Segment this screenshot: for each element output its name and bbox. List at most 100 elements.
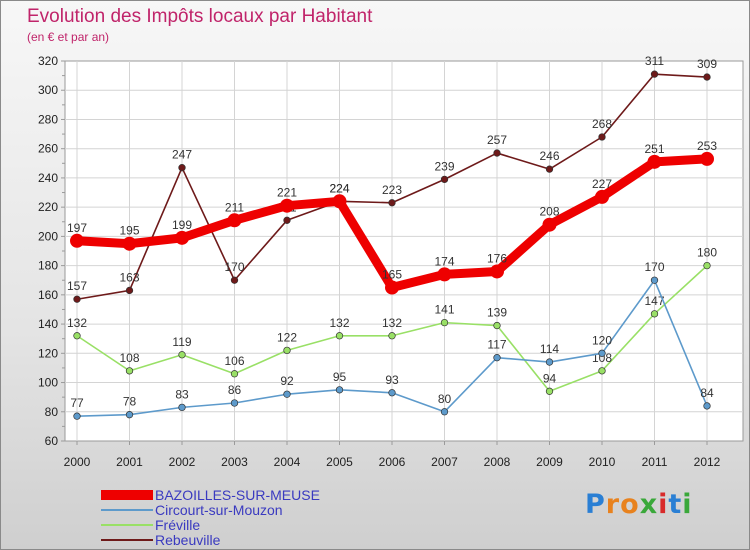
y-tick-label: 160 <box>38 288 58 302</box>
data-label: 174 <box>434 254 454 268</box>
data-point <box>650 310 659 318</box>
y-tick-label: 100 <box>38 376 58 390</box>
legend-item: Rebeuville <box>101 532 320 548</box>
data-point <box>70 233 84 248</box>
y-tick-label: 60 <box>45 434 59 448</box>
data-label: 253 <box>697 139 717 153</box>
logo-letter: x <box>639 489 659 520</box>
proxiti-logo: Proxiti <box>585 489 693 520</box>
data-point <box>122 236 137 251</box>
x-tick-label: 2005 <box>326 455 353 469</box>
data-point <box>73 332 81 340</box>
data-point <box>335 332 344 340</box>
data-point <box>283 346 291 355</box>
y-tick-label: 260 <box>38 142 58 156</box>
data-point <box>598 349 606 357</box>
data-point <box>647 154 662 169</box>
data-label: 211 <box>225 200 244 214</box>
x-tick-label: 2008 <box>484 455 511 469</box>
y-tick-label: 140 <box>38 317 58 331</box>
data-point <box>542 217 557 232</box>
data-label: 94 <box>543 371 557 385</box>
data-label: 84 <box>700 386 714 400</box>
data-label: 247 <box>172 148 192 162</box>
data-label: 165 <box>382 268 402 282</box>
logo-letter: o <box>620 489 640 520</box>
x-tick-label: 2007 <box>431 455 458 469</box>
data-point <box>280 198 294 213</box>
data-label: 83 <box>175 387 189 401</box>
data-point <box>545 387 554 395</box>
data-label: 239 <box>434 159 454 173</box>
x-tick-label: 2002 <box>169 455 196 469</box>
y-tick-label: 220 <box>38 200 58 214</box>
y-tick-label: 280 <box>38 112 58 126</box>
data-point <box>283 216 291 224</box>
data-label: 180 <box>697 246 717 260</box>
data-point <box>703 261 711 270</box>
data-point <box>73 295 81 303</box>
data-label: 93 <box>385 373 399 387</box>
data-point <box>230 276 239 284</box>
x-tick-label: 2009 <box>536 455 563 469</box>
y-tick-label: 240 <box>38 171 58 185</box>
data-point <box>493 354 501 362</box>
data-label: 311 <box>645 54 664 68</box>
x-tick-label: 2004 <box>274 455 301 469</box>
logo-letter: r <box>605 489 621 520</box>
data-label: 77 <box>70 396 84 410</box>
data-label: 108 <box>119 351 139 365</box>
data-point <box>437 267 452 282</box>
data-point <box>650 276 659 284</box>
data-point <box>178 351 186 359</box>
data-point <box>125 411 134 419</box>
data-label: 157 <box>67 279 87 293</box>
data-label: 170 <box>644 260 664 274</box>
data-label: 227 <box>592 177 612 191</box>
data-point <box>388 389 396 397</box>
data-label: 268 <box>592 117 612 131</box>
data-label: 78 <box>123 395 137 409</box>
data-label: 117 <box>487 338 506 352</box>
data-label: 141 <box>434 303 454 317</box>
data-point <box>175 230 189 245</box>
data-label: 223 <box>382 183 402 197</box>
x-tick-label: 2010 <box>589 455 616 469</box>
y-tick-label: 180 <box>38 259 58 273</box>
data-label: 199 <box>172 218 192 232</box>
data-point <box>230 370 239 378</box>
chart-subtitle: (en € et par an) <box>27 30 110 44</box>
chart-title: Evolution des Impôts locaux par Habitant <box>27 6 373 27</box>
legend-swatch <box>101 538 153 541</box>
data-point <box>493 321 501 330</box>
data-label: 106 <box>224 354 244 368</box>
data-label: 139 <box>487 306 507 320</box>
data-point <box>125 367 134 375</box>
legend-swatch <box>101 523 153 526</box>
data-label: 208 <box>539 205 559 219</box>
y-tick-label: 200 <box>38 229 58 243</box>
data-point <box>388 199 396 207</box>
data-label: 122 <box>277 330 297 344</box>
data-label: 195 <box>119 224 139 238</box>
legend-label: Fréville <box>155 516 201 533</box>
y-tick-label: 80 <box>45 405 59 419</box>
data-point <box>283 390 291 398</box>
data-point <box>385 280 399 295</box>
data-label: 221 <box>277 186 297 200</box>
y-tick-label: 120 <box>38 346 58 360</box>
data-point <box>73 412 81 420</box>
x-tick-label: 2000 <box>64 455 91 469</box>
data-label: 147 <box>644 294 664 308</box>
data-point <box>178 164 186 172</box>
legend-label: Circourt-sur-Mouzon <box>155 501 283 518</box>
plot-area <box>64 60 744 442</box>
x-tick-label: 2003 <box>221 455 248 469</box>
x-tick-label: 2001 <box>116 455 143 469</box>
data-point <box>650 70 659 78</box>
data-label: 86 <box>228 383 242 397</box>
data-label: 95 <box>333 370 347 384</box>
data-point <box>703 402 711 410</box>
